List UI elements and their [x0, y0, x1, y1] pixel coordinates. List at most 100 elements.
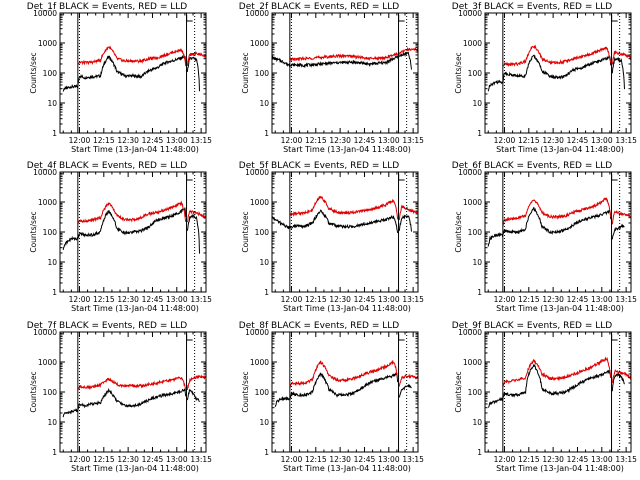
x-tick-label: 12:15	[305, 136, 327, 145]
panel-title: Det_3f BLACK = Events, RED = LLD	[452, 2, 612, 12]
series-events	[487, 206, 612, 247]
x-tick-label: 12:15	[518, 136, 540, 145]
y-tick-label: 1000	[38, 39, 57, 48]
y-tick-label: 1000	[463, 358, 482, 367]
x-tick-label: 12:00	[494, 455, 516, 464]
series-lld	[289, 359, 399, 388]
series-lld-segment-2	[186, 374, 207, 391]
y-tick-label: 100	[255, 69, 270, 78]
x-tick-label: 12:15	[518, 455, 540, 464]
x-axis-label: Start Time (13-Jan-04 11:48:00)	[283, 304, 411, 313]
bracket-mark	[611, 174, 618, 181]
bracket-mark	[611, 334, 618, 341]
y-tick-label: 10000	[245, 168, 269, 177]
x-tick-label: 12:30	[117, 295, 139, 304]
series-events	[274, 372, 399, 408]
x-tick-label: 13:15	[615, 455, 637, 464]
x-tick-label: 12:45	[354, 295, 376, 304]
y-tick-label: 1000	[38, 198, 57, 207]
x-tick-label: 12:30	[542, 455, 564, 464]
x-tick-label: 13:00	[591, 455, 613, 464]
y-tick-label: 1000	[250, 358, 269, 367]
x-tick-label: 12:15	[93, 136, 115, 145]
y-tick-label: 1	[52, 129, 57, 138]
detector-panel-9: Det_9f BLACK = Events, RED = LLD 1 10 100 10…	[452, 321, 637, 473]
bracket-mark	[186, 174, 193, 181]
series-lld	[289, 52, 399, 63]
x-tick-label: 12:45	[354, 136, 376, 145]
x-tick-label: 13:15	[402, 455, 424, 464]
y-tick-label: 1	[52, 288, 57, 297]
x-tick-label: 12:30	[329, 455, 351, 464]
x-tick-label: 12:15	[93, 455, 115, 464]
x-tick-label: 12:45	[142, 136, 164, 145]
y-tick-label: 10	[472, 258, 482, 267]
x-tick-label: 13:00	[378, 136, 400, 145]
panel-title: Det_9f BLACK = Events, RED = LLD	[452, 321, 612, 331]
x-tick-label: 12:45	[142, 455, 164, 464]
series-events	[62, 207, 187, 250]
x-tick-label: 12:15	[305, 295, 327, 304]
y-axis-label: Counts/sec	[241, 371, 250, 412]
y-tick-label: 10000	[33, 168, 57, 177]
x-tick-label: 12:30	[117, 455, 139, 464]
y-tick-label: 10	[47, 99, 57, 108]
series-events	[271, 55, 399, 69]
y-axis-label: Counts/sec	[454, 52, 463, 93]
series-events	[487, 54, 612, 92]
series-lld	[77, 45, 187, 67]
x-tick-label: 13:15	[190, 295, 212, 304]
series-lld	[289, 195, 399, 220]
series-lld	[77, 376, 187, 392]
detector-panel-1: Det_1f BLACK = Events, RED = LLD 1 10 100 10…	[27, 2, 212, 154]
y-tick-label: 10	[472, 418, 482, 427]
y-tick-label: 1000	[38, 358, 57, 367]
y-tick-label: 10	[259, 258, 269, 267]
detector-panel-4: Det_4f BLACK = Events, RED = LLD 1 10 100 10…	[27, 161, 212, 313]
bracket-mark	[186, 334, 193, 341]
y-tick-label: 10	[47, 418, 57, 427]
y-tick-label: 1000	[250, 39, 269, 48]
y-tick-label: 10000	[33, 328, 57, 337]
y-tick-label: 100	[468, 228, 483, 237]
bracket-mark	[611, 15, 618, 22]
y-tick-label: 10000	[245, 9, 269, 18]
x-tick-label: 12:30	[329, 136, 351, 145]
detector-panel-5: Det_5f BLACK = Events, RED = LLD 1 10 100 10…	[239, 161, 424, 313]
x-tick-label: 12:15	[518, 295, 540, 304]
y-tick-label: 10	[259, 99, 269, 108]
x-tick-label: 13:00	[166, 136, 188, 145]
y-axis-label: Counts/sec	[454, 211, 463, 252]
y-tick-label: 100	[468, 69, 483, 78]
x-tick-label: 12:00	[494, 295, 516, 304]
y-axis-label: Counts/sec	[454, 371, 463, 412]
bracket-mark	[398, 174, 405, 181]
series-events-segment-2	[611, 223, 625, 240]
y-tick-label: 100	[43, 388, 58, 397]
y-tick-label: 10000	[458, 9, 482, 18]
x-tick-label: 13:00	[378, 295, 400, 304]
series-lld	[502, 197, 612, 227]
x-axis-label: Start Time (13-Jan-04 11:48:00)	[496, 464, 624, 473]
y-axis-label: Counts/sec	[241, 52, 250, 93]
x-tick-label: 12:00	[69, 455, 91, 464]
y-tick-label: 1	[477, 448, 482, 457]
series-events	[62, 54, 187, 92]
y-axis-label: Counts/sec	[29, 211, 38, 252]
y-tick-label: 100	[43, 69, 58, 78]
series-lld-segment-2	[611, 50, 632, 65]
y-tick-label: 1000	[250, 198, 269, 207]
panel-title: Det_6f BLACK = Events, RED = LLD	[452, 161, 612, 171]
plot-frame	[484, 331, 632, 453]
y-tick-label: 1	[52, 448, 57, 457]
x-tick-label: 12:45	[142, 295, 164, 304]
x-tick-label: 13:00	[591, 136, 613, 145]
detector-panel-3: Det_3f BLACK = Events, RED = LLD 1 10 100 10…	[452, 2, 637, 154]
x-tick-label: 12:30	[542, 136, 564, 145]
panel-title: Det_4f BLACK = Events, RED = LLD	[27, 161, 187, 171]
series-lld	[77, 200, 187, 225]
series-lld-segment-2	[611, 210, 632, 225]
plot-frame	[271, 12, 419, 134]
series-events-segment-2	[611, 371, 625, 392]
